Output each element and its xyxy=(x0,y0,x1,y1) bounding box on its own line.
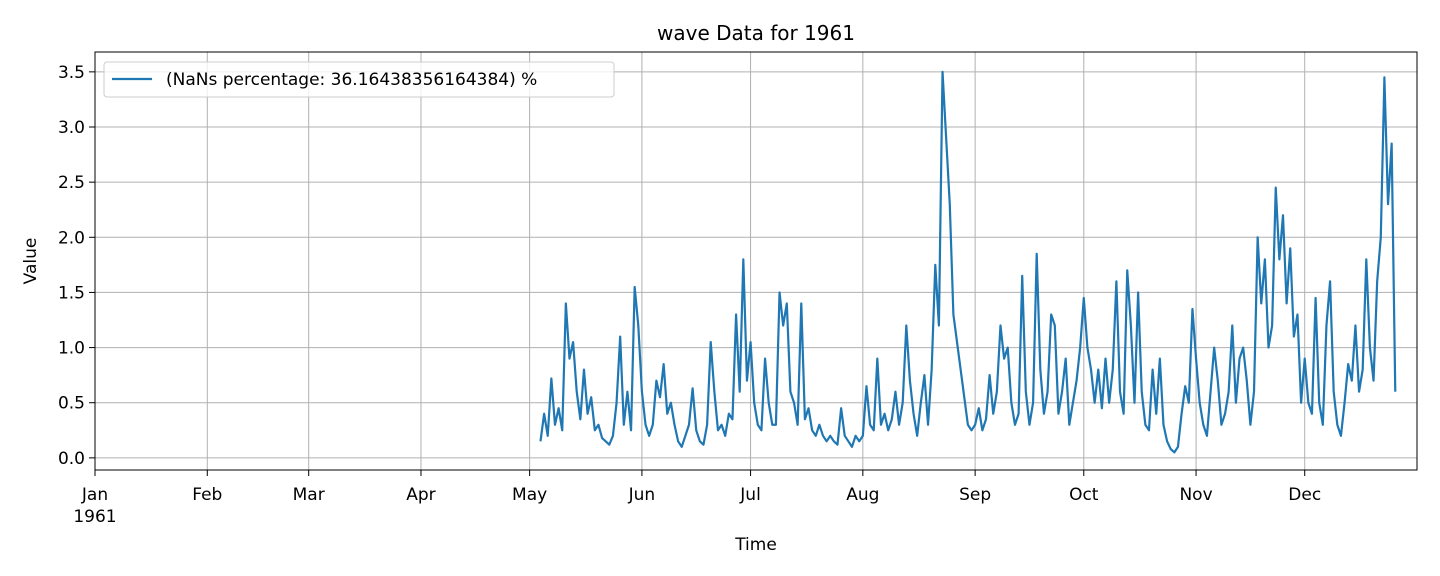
y-tick-label: 0.5 xyxy=(58,394,85,414)
x-tick-label: May xyxy=(512,485,547,505)
legend-label: (NaNs percentage: 36.16438356164384) % xyxy=(166,70,537,90)
x-tick-label: Apr xyxy=(406,485,435,505)
data-line xyxy=(539,70,1397,454)
y-tick-label: 3.0 xyxy=(58,118,85,138)
x-tick-label: Mar xyxy=(293,485,325,505)
y-axis-label: Value xyxy=(21,238,41,285)
y-tick-label: 2.0 xyxy=(58,228,85,248)
plot-frame xyxy=(94,51,1418,471)
y-tick-label: 1.5 xyxy=(58,283,85,303)
y-tick-label: 2.5 xyxy=(58,173,85,193)
x-tick-label: Feb xyxy=(192,485,222,505)
y-tick-label: 0.0 xyxy=(58,449,85,469)
x-axis-label: Time xyxy=(734,535,777,555)
x-tick-label: Sep xyxy=(959,485,991,505)
x-tick-label: Dec xyxy=(1288,485,1321,505)
legend-box xyxy=(103,61,615,98)
x-tick-label: Jan 1961 xyxy=(73,485,116,527)
x-tick-label: Aug xyxy=(846,485,879,505)
x-tick-label: Jul xyxy=(739,485,761,505)
x-tick-label: Jun xyxy=(628,485,656,505)
x-tick-label: Nov xyxy=(1179,485,1212,505)
y-tick-label: 3.5 xyxy=(58,63,85,83)
x-tick-label: Oct xyxy=(1069,485,1099,505)
y-tick-label: 1.0 xyxy=(58,339,85,359)
chart-title: wave Data for 1961 xyxy=(657,21,855,45)
